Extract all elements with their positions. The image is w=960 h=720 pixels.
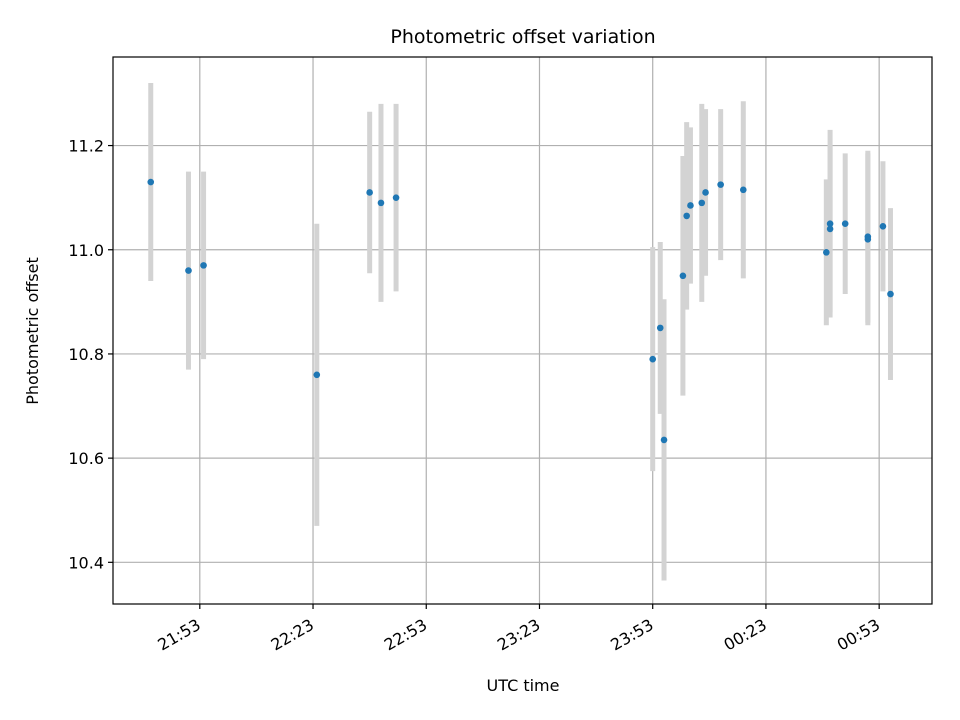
data-point	[717, 181, 724, 188]
data-point	[200, 262, 207, 269]
y-tick-label: 10.4	[68, 553, 104, 572]
data-point	[392, 194, 400, 201]
data-point	[823, 249, 830, 256]
data-point	[687, 202, 694, 209]
data-point	[185, 267, 192, 274]
data-points	[147, 178, 894, 444]
plot-frame	[112, 56, 933, 605]
data-point	[377, 199, 385, 207]
y-axis: 10.4 10.6 10.8 11.0 11.2	[68, 137, 113, 572]
y-tick-label: 11.2	[68, 137, 104, 156]
data-point	[826, 220, 834, 228]
data-point	[826, 225, 834, 233]
y-tick-label: 10.8	[68, 345, 104, 364]
y-tick-label: 11.0	[68, 241, 104, 260]
x-axis-label: UTC time	[487, 676, 560, 695]
data-point	[660, 436, 668, 444]
data-point	[702, 189, 709, 196]
data-point	[313, 371, 321, 379]
data-point	[679, 272, 687, 280]
data-point	[739, 186, 747, 194]
data-point	[656, 324, 664, 332]
data-point	[879, 223, 887, 230]
y-axis-label: Photometric offset	[23, 257, 42, 405]
chart-title: Photometric offset variation	[390, 26, 655, 48]
data-point	[864, 236, 872, 243]
data-point	[649, 355, 657, 363]
data-point	[698, 199, 706, 207]
data-point	[366, 189, 373, 196]
data-point	[841, 220, 849, 228]
data-point	[887, 290, 894, 298]
data-point	[683, 212, 690, 220]
y-tick-label: 10.6	[68, 449, 104, 468]
data-point	[147, 178, 155, 186]
